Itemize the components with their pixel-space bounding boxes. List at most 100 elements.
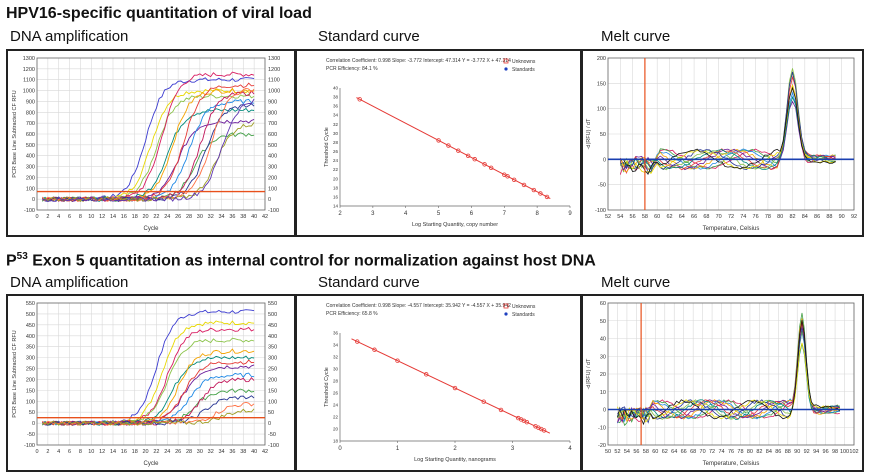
- y-tick-label: 200: [26, 175, 35, 181]
- standard-point: [505, 174, 510, 179]
- x-tick-label: 74: [740, 214, 746, 220]
- regression-stats: Correlation Coefficient: 0.998 Slope: -3…: [326, 58, 511, 64]
- x-tick-label: 84: [802, 214, 808, 220]
- y-tick-label: 30: [333, 131, 339, 136]
- y-tick-label: 800: [26, 110, 35, 116]
- y-tick-label-right: 300: [268, 165, 277, 171]
- y-tick-label-right: 100: [268, 399, 277, 405]
- y-tick-label: 550: [26, 301, 35, 307]
- regression-stats: Correlation Coefficient: 0.998 Slope: -4…: [326, 303, 511, 309]
- row2-amplification-chart: 0 2 4 6 8 10 12 14 16 18 20 22 24 26 28 30 32 34 36 38 40 42-…: [9, 297, 293, 469]
- y-tick-label: 28: [333, 379, 339, 384]
- standard-point: [472, 157, 477, 162]
- standard-point: [355, 339, 360, 344]
- amplification-curve: [42, 98, 255, 202]
- x-tick-label: 58: [643, 449, 649, 455]
- standard-point: [502, 172, 507, 177]
- melt-curve: [620, 68, 836, 174]
- x-tick-label: 78: [765, 214, 771, 220]
- y-tick-label-right: 700: [268, 121, 277, 127]
- y-tick-label: 400: [26, 154, 35, 160]
- x-tick-label: 36: [229, 214, 235, 220]
- x-tick-label: 40: [251, 214, 257, 220]
- row2-title-text: Exon 5 quantitation as internal control …: [27, 252, 596, 270]
- y-tick-label-right: 500: [268, 312, 277, 318]
- y-tick-label: 20: [600, 372, 606, 378]
- row1-melt-curve-chart: 52 54 56 58 60 62 64 66 68 70 72 74 76 78 80 82 84 86 88 90…: [584, 52, 861, 234]
- standard-point: [372, 347, 377, 352]
- x-tick-label: 30: [197, 214, 203, 220]
- y-tick-label-right: 150: [268, 388, 277, 394]
- x-tick-label: 102: [849, 449, 858, 455]
- x-tick-label: 26: [175, 449, 181, 455]
- x-tick-label: 64: [671, 449, 677, 455]
- x-tick-label: 26: [175, 214, 181, 220]
- y-tick-label: 700: [26, 121, 35, 127]
- legend-unknowns-label: Unknowns: [512, 59, 536, 65]
- row1-title: HPV16-specific quantitation of viral loa…: [6, 5, 312, 22]
- row2-melt-curve-chart: 50 52 54 56 58 60 62 64 66 68 70 72 74 76 78 80 82 84 86 88…: [584, 297, 861, 469]
- x-tick-label: 4: [57, 214, 60, 220]
- standard-point: [521, 182, 527, 188]
- y-tick-label: 350: [26, 345, 35, 351]
- row2-title-prefix: P: [6, 252, 17, 270]
- x-tick-label: 56: [633, 449, 639, 455]
- y-tick-label: 22: [333, 167, 339, 172]
- y-tick-label: 200: [597, 56, 606, 62]
- legend-standards-swatch: [504, 312, 508, 316]
- y-tick-label: 0: [32, 197, 35, 203]
- standard-point: [395, 358, 400, 363]
- y-tick-label-right: 450: [268, 323, 277, 329]
- x-tick-label: 78: [737, 449, 743, 455]
- y-tick-label: 24: [333, 403, 339, 408]
- y-tick-label-right: 500: [268, 143, 277, 149]
- x-tick-label: 20: [143, 214, 149, 220]
- x-tick-label: 34: [219, 449, 225, 455]
- x-tick-label: 0: [35, 449, 38, 455]
- x-tick-label: 68: [690, 449, 696, 455]
- x-tick-label: 62: [666, 214, 672, 220]
- regression-line: [356, 97, 551, 200]
- y-tick-label: -100: [595, 208, 606, 214]
- x-tick-label: 20: [143, 449, 149, 455]
- y-tick-label-right: -100: [268, 443, 279, 449]
- y-tick-label: 1000: [23, 89, 35, 95]
- legend-unknowns-swatch: [503, 303, 509, 309]
- x-tick-label: 30: [197, 449, 203, 455]
- melt-curve: [620, 71, 836, 174]
- row1-amp-label: DNA amplification: [10, 28, 129, 45]
- y-tick-label: 500: [26, 312, 35, 318]
- x-tick-label: 60: [654, 214, 660, 220]
- y-tick-label: 150: [26, 388, 35, 394]
- y-tick-label: 200: [26, 377, 35, 383]
- x-axis-title: Temperature, Celsius: [703, 461, 760, 467]
- row1-std-label: Standard curve: [318, 28, 420, 45]
- row2-separator-a: [294, 294, 297, 472]
- y-tick-label: 16: [333, 194, 339, 199]
- x-tick-label: 50: [605, 449, 611, 455]
- y-tick-label: 36: [333, 331, 339, 336]
- x-tick-label: 62: [662, 449, 668, 455]
- y-tick-label: 30: [600, 354, 606, 360]
- y-tick-label: 36: [333, 104, 339, 109]
- standard-point: [538, 191, 543, 196]
- y-tick-label: 26: [333, 149, 339, 154]
- x-tick-label: 66: [681, 449, 687, 455]
- y-tick-label: 0: [603, 157, 606, 163]
- y-tick-label: 100: [26, 399, 35, 405]
- y-tick-label: 300: [26, 356, 35, 362]
- y-tick-label: 50: [600, 132, 606, 138]
- x-tick-label: 76: [728, 449, 734, 455]
- x-tick-label: 42: [262, 449, 268, 455]
- y-tick-label: 26: [333, 391, 339, 396]
- x-tick-label: 18: [132, 214, 138, 220]
- y-tick-label: -100: [24, 443, 35, 449]
- amplification-curve: [42, 98, 255, 202]
- row2-title: P53 Exon 5 quantitation as internal cont…: [6, 251, 596, 270]
- x-tick-label: 72: [709, 449, 715, 455]
- x-tick-label: 16: [121, 214, 127, 220]
- x-tick-label: 14: [110, 449, 116, 455]
- y-tick-label-right: 1200: [268, 67, 280, 73]
- y-tick-label: 40: [600, 337, 606, 343]
- x-tick-label: 8: [79, 449, 82, 455]
